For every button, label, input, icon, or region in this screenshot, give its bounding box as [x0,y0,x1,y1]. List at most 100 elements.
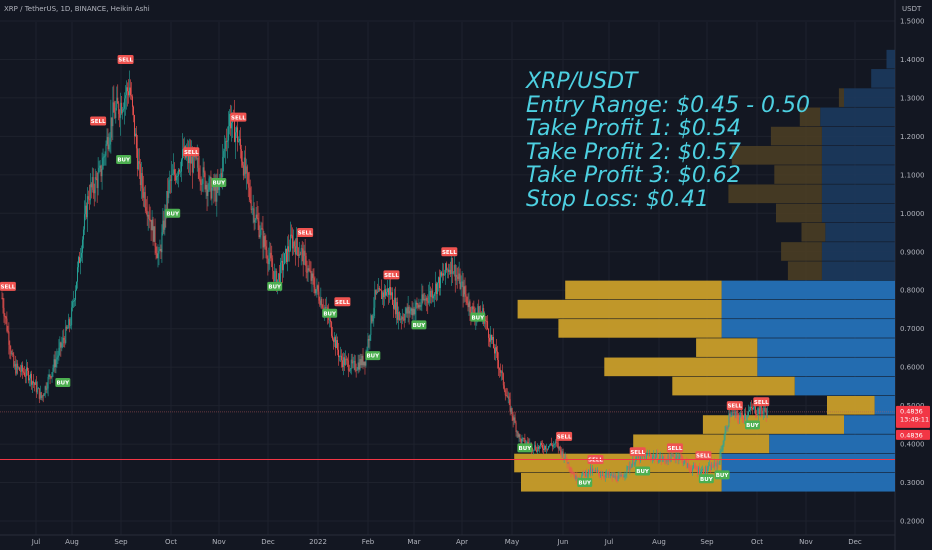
candle-body [380,289,382,291]
candle-body [107,137,109,150]
candle-body [299,254,301,256]
candle-body [416,302,418,305]
candle-body [724,432,726,440]
candle-body [404,313,406,321]
time-axis[interactable]: Jul Aug Sep Oct Nov Dec 2022 Feb Mar Apr May Jun Jul… [31,538,862,546]
candle-body [468,301,470,308]
candle-body [598,472,600,476]
volume-bar-buy [821,203,895,223]
candle-body [518,434,520,437]
candle-body [622,476,624,478]
candle-body [164,209,166,230]
candle-body [417,304,419,308]
candle-body [308,268,310,271]
x-tick-label: Nov [212,538,226,546]
buy-signal-label: BUY [519,446,533,452]
buy-signal-label: BUY [56,381,70,387]
candle-body [392,304,394,309]
sell-signal [695,451,712,461]
candle-body [741,412,743,415]
candle-body [696,468,698,470]
candle-body [722,444,724,450]
candle-body [347,360,349,371]
candle-body [608,472,610,476]
y-tick-label: 1.1000 [900,171,925,179]
candle-body [697,469,698,473]
candle-body [333,339,335,342]
candle-body [20,370,22,372]
candle-body [110,117,112,138]
candle-body [496,351,498,361]
annotation-tp3: Take Profit 3: $0.62 [526,163,741,188]
candle-body [202,167,204,184]
candle-body [88,199,90,201]
candle-body [81,252,82,258]
candle-body [8,331,10,345]
candle-body [746,415,748,418]
candle-body [609,474,611,476]
candle-body [114,112,116,118]
candle-body [351,359,353,364]
volume-bar-sell [604,357,758,377]
candle-body [521,438,523,444]
candle-body [532,449,534,451]
candle-body [341,360,343,368]
candle-body [335,337,336,349]
candle-body [601,474,603,476]
candle-body [466,296,468,304]
x-tick-label: Oct [751,538,763,546]
candle-body [616,480,618,482]
price-unit-label: USDT [902,5,922,13]
candle-body [621,474,623,477]
candle-body [442,273,443,276]
candle-body [748,411,750,416]
candle-body [116,97,118,108]
candle-body [295,237,297,255]
candle-body [215,185,217,202]
candle-body [539,445,541,449]
candle-body [692,468,694,472]
candle-body [649,454,651,458]
candle-body [283,264,285,271]
candle-body [227,140,229,142]
candle-body [426,297,428,302]
candle-body [434,293,436,297]
buy-signal [322,308,338,318]
candle-body [26,367,27,376]
candle-body [710,464,712,471]
candle-body [720,450,722,452]
candle-body [263,236,265,248]
candle-body [225,141,227,150]
x-tick-label: Aug [652,538,666,546]
candle-body [596,470,597,472]
candle-body [524,438,526,445]
candle-body [250,199,252,210]
candle-body [172,173,174,175]
candle-body [501,371,503,374]
candle-body [729,413,731,417]
buy-signal-label: BUY [746,423,760,429]
candle-body [244,157,246,174]
candle-body [564,454,566,459]
candle-body [394,297,396,315]
candle-body [742,414,744,419]
candle-body [158,250,160,254]
candle-body [758,408,760,414]
candle-body [551,445,553,447]
buy-signal-label: BUY [700,477,714,483]
x-tick-label: Feb [362,538,375,546]
candle-body [266,250,268,259]
candle-body [663,456,665,459]
candle-body [427,301,429,303]
price-axis[interactable]: 1.5000 1.4000 1.3000 1.2000 1.1000 1.0000 0.90… [900,18,925,526]
volume-bar-buy [886,49,895,69]
candle-body [322,307,324,309]
candle-body [666,460,668,463]
candle-body [197,158,199,168]
candle-body [207,189,209,196]
candle-body [489,337,491,342]
candle-body [688,463,690,468]
candle-body [494,348,495,354]
candle-body [418,305,420,308]
